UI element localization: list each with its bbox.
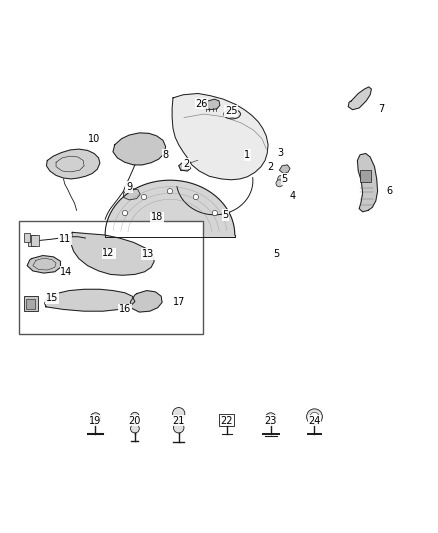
- Ellipse shape: [224, 109, 240, 119]
- Text: 5: 5: [273, 249, 279, 259]
- Circle shape: [276, 180, 283, 187]
- Polygon shape: [348, 87, 371, 110]
- Circle shape: [212, 211, 218, 216]
- Polygon shape: [202, 99, 220, 110]
- Text: 3: 3: [277, 148, 283, 158]
- Polygon shape: [113, 133, 166, 165]
- FancyBboxPatch shape: [26, 299, 35, 309]
- Circle shape: [131, 424, 139, 433]
- Polygon shape: [27, 255, 60, 273]
- Polygon shape: [279, 165, 290, 174]
- Circle shape: [131, 413, 139, 421]
- Text: 21: 21: [173, 416, 185, 426]
- Text: 26: 26: [195, 99, 208, 109]
- FancyBboxPatch shape: [24, 233, 30, 241]
- Circle shape: [173, 423, 184, 433]
- Polygon shape: [357, 154, 378, 212]
- Text: 1: 1: [244, 150, 251, 160]
- Text: 5: 5: [282, 174, 288, 184]
- Text: 15: 15: [46, 293, 58, 303]
- Polygon shape: [105, 180, 235, 237]
- Text: 24: 24: [308, 416, 321, 426]
- Text: 2: 2: [183, 159, 189, 168]
- Polygon shape: [179, 163, 191, 171]
- Circle shape: [193, 195, 198, 200]
- FancyBboxPatch shape: [31, 236, 39, 246]
- Text: 18: 18: [151, 213, 163, 222]
- Text: 4: 4: [290, 191, 296, 201]
- Text: 25: 25: [225, 106, 237, 116]
- Text: 14: 14: [60, 266, 73, 277]
- Circle shape: [173, 408, 185, 420]
- Text: 13: 13: [142, 249, 154, 259]
- FancyBboxPatch shape: [360, 169, 371, 182]
- Text: 16: 16: [119, 304, 131, 314]
- Text: 12: 12: [102, 248, 115, 259]
- Circle shape: [307, 409, 322, 425]
- Ellipse shape: [227, 111, 237, 117]
- FancyBboxPatch shape: [24, 296, 38, 311]
- Polygon shape: [45, 289, 135, 311]
- Text: 10: 10: [88, 134, 100, 144]
- Polygon shape: [124, 189, 140, 200]
- Circle shape: [90, 413, 101, 423]
- Text: 11: 11: [59, 235, 71, 244]
- Circle shape: [141, 195, 147, 200]
- Circle shape: [278, 175, 285, 182]
- Text: 9: 9: [126, 182, 132, 192]
- Polygon shape: [131, 290, 162, 312]
- Text: 7: 7: [378, 104, 384, 114]
- Text: 5: 5: [223, 210, 229, 220]
- Text: 17: 17: [173, 297, 185, 308]
- Text: 8: 8: [162, 150, 169, 160]
- Circle shape: [223, 417, 230, 424]
- Circle shape: [310, 413, 319, 421]
- Circle shape: [265, 413, 276, 423]
- Circle shape: [122, 211, 127, 216]
- FancyBboxPatch shape: [28, 236, 35, 246]
- Polygon shape: [71, 232, 154, 275]
- Polygon shape: [46, 149, 100, 179]
- FancyBboxPatch shape: [19, 221, 203, 334]
- Circle shape: [167, 189, 173, 194]
- Text: 20: 20: [129, 416, 141, 426]
- Text: 2: 2: [268, 161, 274, 172]
- Text: 23: 23: [265, 416, 277, 426]
- Text: 22: 22: [221, 416, 233, 426]
- Text: 19: 19: [89, 416, 102, 426]
- Polygon shape: [172, 93, 268, 180]
- Text: 6: 6: [387, 186, 393, 196]
- FancyBboxPatch shape: [219, 414, 234, 426]
